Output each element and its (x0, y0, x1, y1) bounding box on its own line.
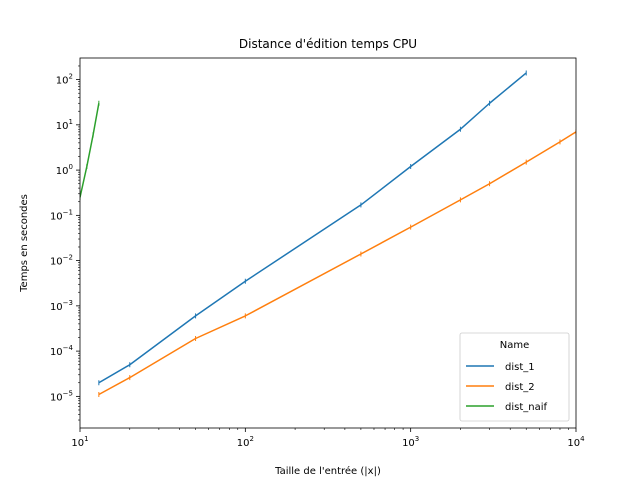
series-dist-2 (98, 129, 576, 397)
x-tick-label: 102 (237, 435, 254, 449)
x-tick-base: 10 (402, 438, 415, 449)
legend-box (459, 332, 570, 422)
legend-title: Name (500, 340, 530, 351)
y-tick-label: 10−5 (50, 389, 73, 403)
y-tick-base: 10 (50, 392, 63, 403)
x-tick-base: 10 (237, 438, 250, 449)
y-tick-label: 101 (56, 118, 73, 132)
legend-label: dist_naif (505, 402, 548, 413)
legend-label: dist_1 (505, 362, 535, 373)
chart-title: Distance d'édition temps CPU (239, 37, 417, 51)
y-tick-label: 10−3 (50, 299, 73, 313)
x-tick-base: 10 (567, 438, 580, 449)
y-axis-title: Temps en secondes (19, 194, 30, 293)
y-tick-exponent: 1 (69, 118, 73, 126)
x-tick-exponent: 4 (580, 435, 585, 443)
x-tick-base: 10 (71, 438, 84, 449)
x-tick-exponent: 2 (249, 435, 253, 443)
x-axis: 101 102 103 104 (71, 428, 585, 449)
y-tick-exponent: −2 (63, 254, 73, 262)
y-tick-base: 10 (56, 166, 69, 177)
y-tick-label: 10−4 (50, 344, 74, 358)
y-tick-label: 10−2 (50, 254, 73, 268)
x-tick-exponent: 1 (84, 435, 88, 443)
plot-frame (79, 57, 577, 429)
y-tick-label: 102 (56, 73, 73, 87)
y-tick-exponent: −1 (63, 208, 73, 216)
x-tick-label: 103 (402, 435, 419, 449)
y-tick-base: 10 (56, 76, 69, 87)
y-tick-exponent: 0 (69, 163, 73, 171)
x-axis-title: Taille de l'entrée (|x|) (274, 465, 381, 477)
y-tick-exponent: 2 (69, 73, 73, 81)
x-tick-exponent: 3 (415, 435, 419, 443)
y-tick-base: 10 (50, 302, 63, 313)
series-layer (80, 70, 576, 397)
plot-area (79, 57, 577, 429)
y-tick-base: 10 (50, 347, 63, 358)
y-tick-label: 10−1 (50, 208, 73, 222)
y-tick-base: 10 (50, 211, 63, 222)
legend: Name dist_1 dist_2 dist_naif (459, 332, 570, 422)
y-tick-base: 10 (56, 121, 69, 132)
series-dist-1 (98, 70, 527, 386)
y-tick-exponent: −3 (63, 299, 73, 307)
legend-label: dist_2 (505, 382, 535, 393)
y-tick-exponent: −5 (63, 389, 73, 397)
x-tick-label: 101 (71, 435, 88, 449)
y-tick-label: 100 (56, 163, 73, 177)
y-tick-base: 10 (50, 257, 63, 268)
series-dist-naif (80, 100, 100, 200)
y-tick-exponent: −4 (63, 344, 74, 352)
x-tick-label: 104 (567, 435, 585, 449)
series-line (80, 103, 100, 198)
